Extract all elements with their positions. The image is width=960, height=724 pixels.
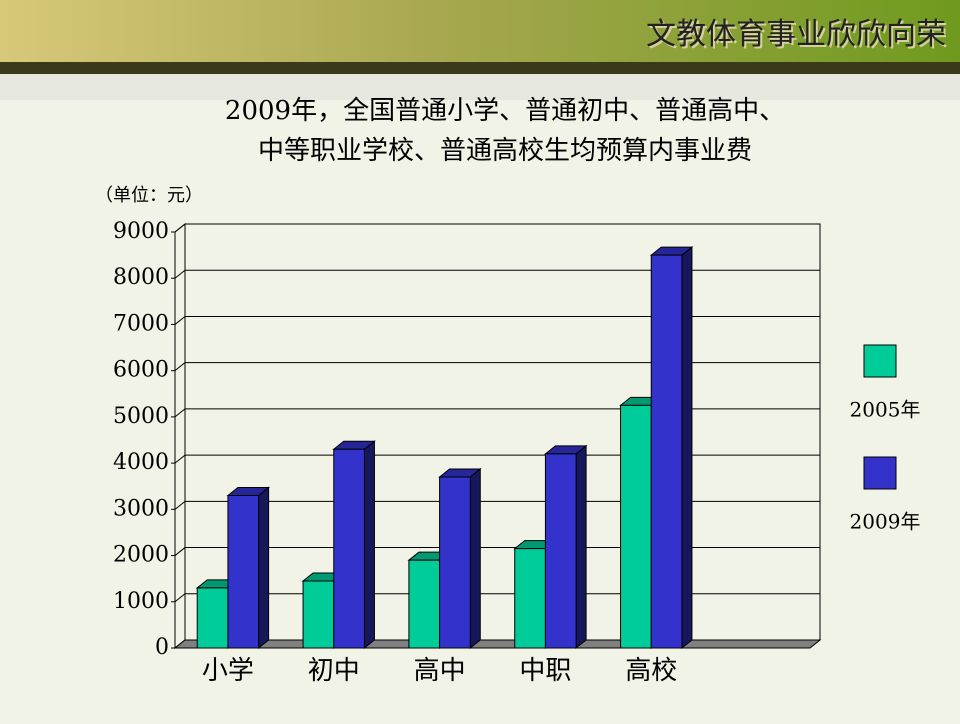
grid-line bbox=[174, 454, 820, 464]
unit-label: （单位：元） bbox=[95, 185, 203, 206]
bar bbox=[620, 404, 652, 649]
legend-swatch bbox=[863, 456, 897, 490]
x-tick-label: 小学 bbox=[202, 656, 254, 686]
bar bbox=[650, 254, 683, 649]
bar-side bbox=[469, 467, 481, 650]
bar bbox=[227, 494, 260, 649]
floor bbox=[173, 639, 822, 649]
header-title: 文教体育事业欣欣向荣 bbox=[646, 17, 946, 52]
grid-line bbox=[174, 362, 820, 372]
bar bbox=[196, 587, 229, 649]
header-rule bbox=[0, 62, 960, 74]
bar bbox=[544, 453, 577, 649]
bar-side bbox=[575, 444, 587, 650]
side-wall bbox=[174, 222, 186, 650]
bar bbox=[408, 559, 441, 649]
grid-line bbox=[174, 223, 820, 233]
legend-label: 2005年 bbox=[850, 398, 921, 422]
y-tick-label: 1000 bbox=[113, 589, 169, 614]
grid-line bbox=[174, 500, 820, 510]
chart-title: 2009年，全国普通小学、普通初中、普通高中、 bbox=[225, 96, 785, 126]
y-tick-label: 7000 bbox=[113, 311, 169, 336]
plot-wall bbox=[184, 223, 821, 641]
bar bbox=[514, 548, 546, 649]
y-tick-label: 3000 bbox=[113, 496, 169, 521]
header-shadow: 文教体育事业欣欣向荣 bbox=[648, 19, 948, 54]
grid-line bbox=[174, 269, 820, 279]
y-tick-label: 5000 bbox=[113, 404, 169, 429]
bar bbox=[333, 448, 365, 649]
x-tick-label: 高校 bbox=[625, 656, 677, 686]
bar-side bbox=[681, 246, 693, 650]
x-tick-label: 初中 bbox=[308, 656, 360, 686]
grid-line bbox=[174, 315, 820, 325]
grid-line bbox=[174, 547, 820, 556]
legend-label: 2009年 bbox=[850, 510, 921, 534]
header-band bbox=[0, 0, 960, 62]
bar bbox=[439, 476, 471, 649]
bar bbox=[302, 580, 335, 649]
grid-line bbox=[174, 408, 820, 418]
y-tick-label: 2000 bbox=[113, 543, 169, 568]
y-tick-label: 6000 bbox=[113, 358, 169, 383]
y-tick-label: 9000 bbox=[113, 219, 169, 244]
bar-side bbox=[363, 440, 375, 650]
bar-side bbox=[258, 486, 270, 650]
legend-swatch bbox=[863, 344, 897, 378]
y-tick-label: 0 bbox=[155, 635, 169, 660]
header-strip bbox=[0, 74, 960, 100]
x-tick-label: 高中 bbox=[414, 656, 466, 686]
y-tick-label: 4000 bbox=[113, 450, 169, 475]
chart-title: 中等职业学校、普通高校生均预算内事业费 bbox=[258, 136, 752, 166]
y-tick-label: 8000 bbox=[113, 265, 169, 290]
grid-line bbox=[174, 593, 820, 603]
x-tick-label: 中职 bbox=[519, 656, 571, 686]
